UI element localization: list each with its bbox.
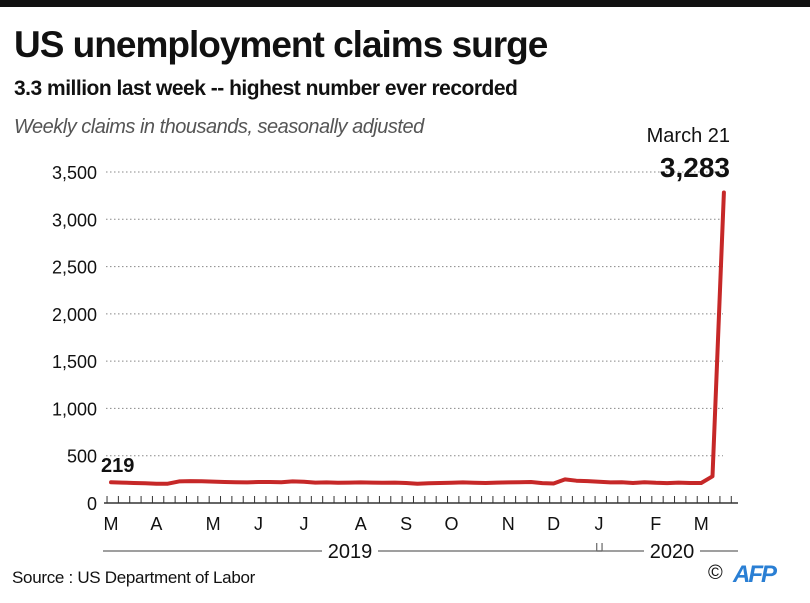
x-month-label: A	[150, 514, 162, 534]
x-month-label: M	[206, 514, 221, 534]
y-tick-label: 2,500	[52, 258, 97, 278]
afp-logo: AFP	[733, 561, 777, 588]
y-tick-label: 500	[67, 447, 97, 467]
y-tick-label: 3,500	[52, 163, 97, 183]
y-tick-label: 1,000	[52, 399, 97, 419]
copyright-icon: ©	[708, 562, 723, 584]
x-month-label: S	[400, 514, 412, 534]
x-month-label: A	[355, 514, 367, 534]
unit-note: Weekly claims in thousands, seasonally a…	[14, 116, 424, 138]
chart-title: US unemployment claims surge	[14, 24, 548, 65]
x-month-label: O	[444, 514, 458, 534]
x-month-label: J	[254, 514, 263, 534]
y-tick-label: 2,000	[52, 305, 97, 325]
peak-date-label: March 21	[647, 125, 730, 147]
top-bar	[0, 0, 810, 7]
x-month-label: F	[650, 514, 661, 534]
x-month-label: M	[104, 514, 119, 534]
start-value-label: 219	[101, 455, 134, 477]
year-label: 2019	[328, 541, 373, 563]
y-tick-label: 1,500	[52, 352, 97, 372]
source-note: Source : US Department of Labor	[12, 568, 255, 587]
chart-subtitle: 3.3 million last week -- highest number …	[14, 77, 518, 100]
x-month-label: J	[595, 514, 604, 534]
x-month-label: D	[547, 514, 560, 534]
peak-value-label: 3,283	[660, 152, 730, 183]
x-month-label: M	[694, 514, 709, 534]
x-month-label: J	[299, 514, 308, 534]
y-tick-label: 0	[87, 494, 97, 514]
year-label: 2020	[650, 541, 695, 563]
y-tick-label: 3,000	[52, 210, 97, 230]
x-month-label: N	[502, 514, 515, 534]
claims-series-line	[109, 190, 726, 486]
